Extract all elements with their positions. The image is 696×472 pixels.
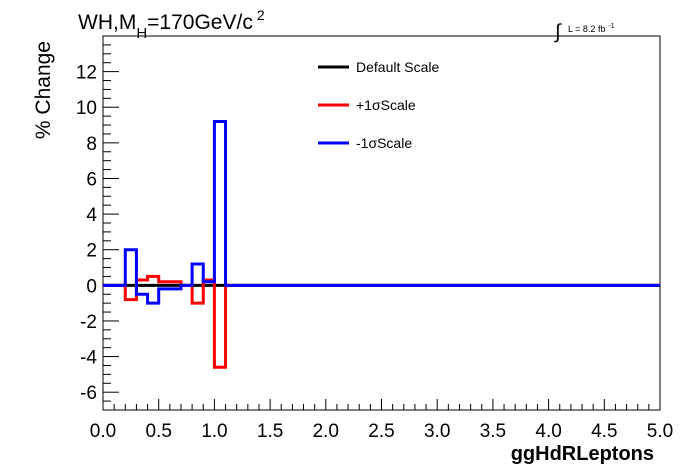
x-axis-ticks: 0.0 0.5 1.0 1.5 2.0 2.5 3.0 3.5 4.0 4.5 5.0	[90, 399, 673, 442]
y-axis-label: % Change	[32, 41, 55, 139]
lumi-integral: ∫	[554, 21, 562, 43]
y-tick-label: 8	[86, 134, 97, 155]
x-tick-label: 2.0	[313, 421, 339, 442]
x-axis-label: ggHdRLeptons	[511, 443, 654, 465]
y-tick-label: 10	[76, 98, 97, 119]
legend-label: +1σScale	[356, 97, 416, 113]
y-axis-ticks: -6 -4 -2 0 2 4 6 8 10 12	[76, 35, 119, 411]
x-tick-label: 4.0	[535, 421, 561, 442]
y-tick-label: 4	[86, 205, 97, 226]
series-line	[103, 119, 660, 305]
title-superscript: 2	[257, 7, 265, 23]
title-prefix: WH,M	[78, 11, 136, 34]
series-layer	[103, 119, 660, 369]
x-tick-label: 1.5	[257, 421, 283, 442]
title-subscript: H	[136, 25, 147, 42]
x-tick-label: 4.5	[591, 421, 617, 442]
x-tick-label: 5.0	[647, 421, 673, 442]
x-tick-label: 3.5	[480, 421, 506, 442]
legend-label: Default Scale	[356, 59, 439, 75]
x-tick-label: 1.0	[201, 421, 227, 442]
legend-label: -1σScale	[356, 135, 412, 151]
y-tick-label: 12	[76, 63, 97, 84]
lumi-superscript: -1	[608, 23, 614, 30]
y-tick-label: -2	[80, 312, 97, 333]
series-line	[103, 274, 660, 369]
y-tick-label: -4	[80, 348, 97, 369]
title-value: =170GeV/c	[147, 11, 253, 34]
y-tick-label: 2	[86, 241, 97, 262]
lumi-text: L = 8.2 fb	[568, 24, 605, 34]
x-tick-label: 0.5	[145, 421, 171, 442]
y-tick-label: 6	[86, 169, 97, 190]
lumi-label: L = 8.2 fb -1	[568, 23, 615, 34]
y-tick-label: -6	[80, 383, 97, 404]
chart-title: WH,MH=170GeV/c 2	[78, 7, 265, 42]
y-tick-label: 0	[86, 276, 97, 297]
x-tick-label: 0.0	[90, 421, 116, 442]
x-tick-label: 3.0	[424, 421, 450, 442]
x-tick-label: 2.5	[368, 421, 394, 442]
legend: Default Scale +1σScale -1σScale	[318, 59, 439, 151]
plot-frame	[102, 35, 661, 411]
